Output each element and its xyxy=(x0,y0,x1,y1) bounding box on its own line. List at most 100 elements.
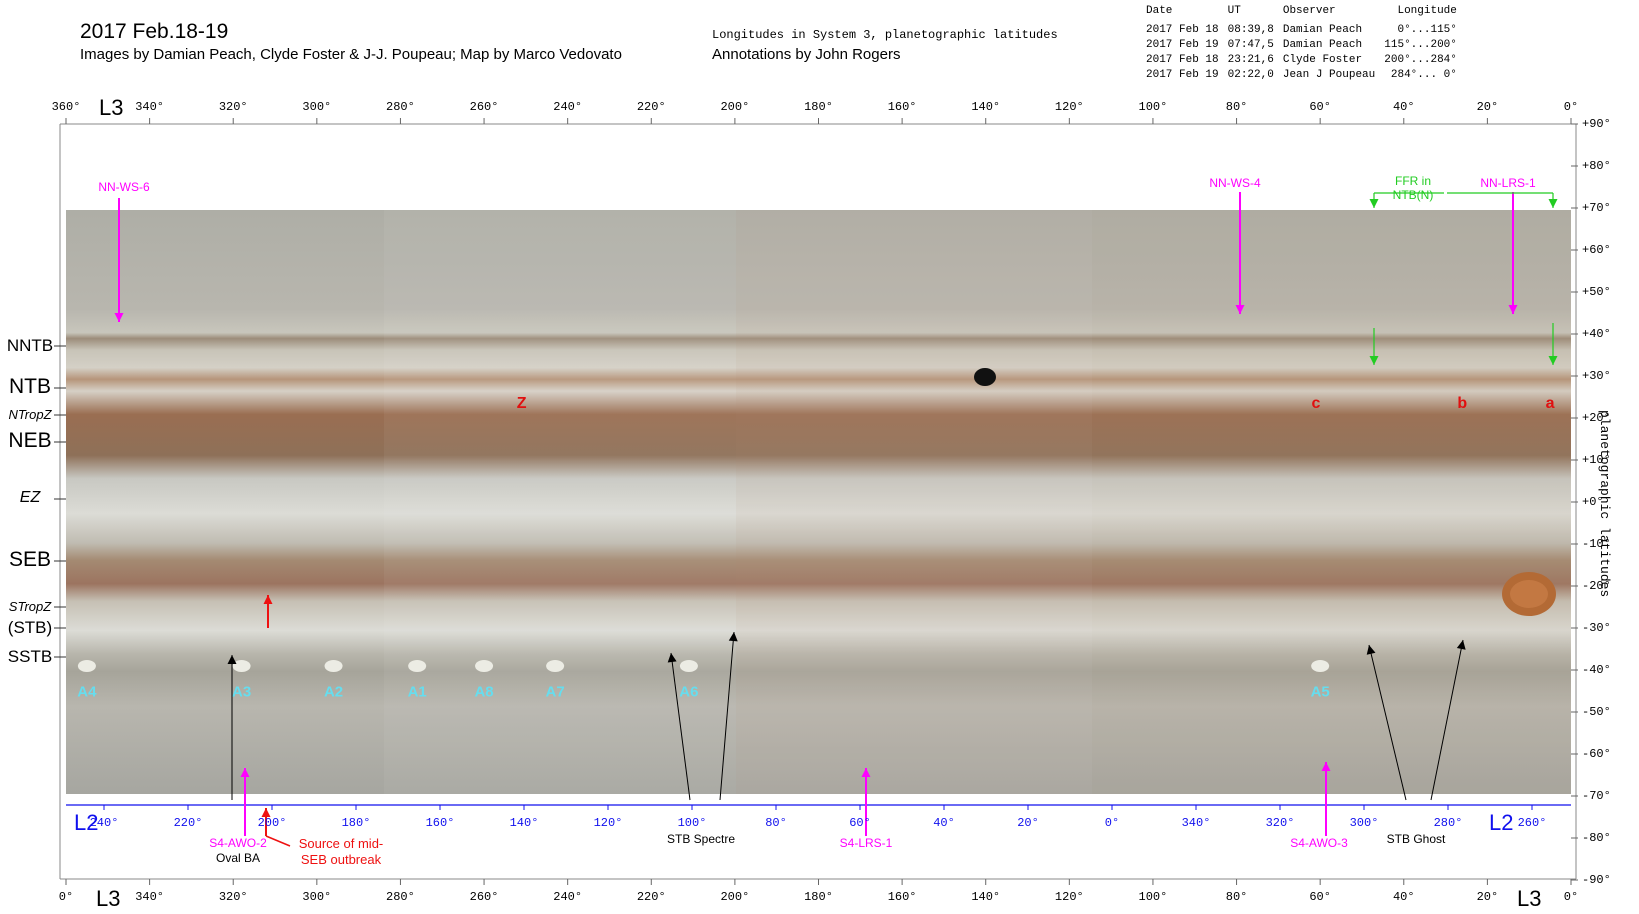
l3-tick-label: 240° xyxy=(553,100,583,114)
obs-date: 2017 Feb 18 xyxy=(1146,54,1219,66)
l3-tick-label: 180° xyxy=(804,890,833,904)
belt-label: SSTB xyxy=(7,646,53,666)
spot-label: A7 xyxy=(545,683,565,701)
system-note: Longitudes in System 3, planetographic l… xyxy=(712,28,1058,42)
l2-tick-label: 40° xyxy=(933,816,955,830)
annotation-arrow xyxy=(1321,762,1331,836)
l3-tick-label: 160° xyxy=(887,100,917,114)
feature-letter: c xyxy=(1311,395,1321,412)
spot-label: A5 xyxy=(1310,683,1330,701)
great-red-spot xyxy=(1502,572,1556,616)
annotation-arrows xyxy=(114,192,1558,847)
l2-tick-label: 60° xyxy=(849,816,871,830)
annotation-ffr: FFR in NTB(N) xyxy=(1392,174,1434,202)
annotation-arrow xyxy=(240,768,250,836)
latitude-tick-label: -60° xyxy=(1582,747,1611,761)
latitude-tick-label: -30° xyxy=(1582,621,1611,635)
col-observer: Observer xyxy=(1282,5,1336,17)
l3-tick-label: 340° xyxy=(135,890,165,904)
col-date: Date xyxy=(1146,5,1173,17)
l3-tick-label: 200° xyxy=(720,100,750,114)
latitude-tick-label: +60° xyxy=(1582,243,1611,257)
annotation-arrow xyxy=(719,631,738,801)
annotation-arrow xyxy=(1548,193,1558,208)
l3-tick-label: 280° xyxy=(386,890,415,904)
spot-ovals xyxy=(77,660,1330,672)
l2-tick-label: 340° xyxy=(1181,816,1211,830)
l3-tick-label: 340° xyxy=(135,100,165,114)
l2-tick-label: 100° xyxy=(677,816,707,830)
l2-tick-label: 280° xyxy=(1433,816,1463,830)
annotation-arrow xyxy=(261,808,271,836)
col-longitude: Longitude xyxy=(1397,5,1457,17)
spot-label: A2 xyxy=(323,683,344,701)
obs-observer: Clyde Foster xyxy=(1282,54,1363,66)
l3-bottom-label: L3 xyxy=(96,886,121,911)
obs-ut: 08:39,8 xyxy=(1227,24,1274,36)
obs-longitude: 200°...284° xyxy=(1384,54,1457,66)
map-panel-3 xyxy=(736,210,1092,794)
annotation-credit: Annotations by John Rogers xyxy=(712,46,901,63)
l3-tick-label: 320° xyxy=(218,100,248,114)
l3-tick-label: 40° xyxy=(1392,100,1415,114)
spot-oval xyxy=(475,660,494,672)
latitude-tick-label: -80° xyxy=(1582,831,1611,845)
l2-tick-label: 80° xyxy=(765,816,787,830)
annotation-arrow xyxy=(861,768,871,836)
map-frame xyxy=(54,118,1578,885)
l3-tick-label: 300° xyxy=(302,890,332,904)
latitude-tick-label: +80° xyxy=(1582,159,1611,173)
obs-observer: Damian Peach xyxy=(1282,39,1363,51)
l3-tick-label: 260° xyxy=(469,100,499,114)
latitude-tick-label: +90° xyxy=(1582,117,1611,131)
l3-tick-label: 80° xyxy=(1225,100,1248,114)
feature-letter: Z xyxy=(516,395,527,412)
annotation-nn-ws-4: NN-WS-4 xyxy=(1209,176,1261,190)
annotation-arrow xyxy=(1235,192,1245,314)
annotation-arrow xyxy=(1366,644,1407,801)
obs-date: 2017 Feb 19 xyxy=(1146,69,1219,81)
latitude-tick-label: -40° xyxy=(1582,663,1611,677)
spot-oval xyxy=(546,660,565,672)
annotation-arrow xyxy=(1369,193,1379,208)
l3-top-label: L3 xyxy=(99,95,124,120)
observation-header-row: Date UT Observer Longitude xyxy=(1146,4,1457,23)
spot-oval xyxy=(408,660,427,672)
l3-tick-label: 0° xyxy=(58,890,74,904)
l3-tick-label: 240° xyxy=(553,890,583,904)
l3-tick-label: 320° xyxy=(218,890,248,904)
l2-tick-label: 220° xyxy=(173,816,203,830)
observation-row: 2017 Feb 19 07:47,5 Damian Peach 115°...… xyxy=(1146,38,1457,53)
belt-label: SEB xyxy=(8,548,52,572)
belt-label: NEB xyxy=(8,429,52,453)
l3-tick-label: 40° xyxy=(1392,890,1415,904)
obs-longitude: 115°...200° xyxy=(1384,39,1457,51)
annotation-stb-ghost: STB Ghost xyxy=(1386,832,1446,846)
obs-observer: Damian Peach xyxy=(1282,24,1363,36)
spot-oval xyxy=(77,660,96,672)
annotation-source-outbreak: Source of mid- SEB outbreak xyxy=(298,836,384,867)
l3-tick-label: 260° xyxy=(469,890,499,904)
l3-tick-label: 300° xyxy=(302,100,332,114)
obs-longitude: 0°...115° xyxy=(1397,24,1457,36)
obs-observer: Jean J Poupeau xyxy=(1282,69,1376,81)
latitude-tick-label: +70° xyxy=(1582,201,1611,215)
latitude-tick-label: -50° xyxy=(1582,705,1611,719)
annotation-arrow xyxy=(227,655,237,800)
belt-label: NTB xyxy=(9,375,51,399)
belt-label: EZ xyxy=(19,489,41,507)
annotation-s4-awo-3: S4-AWO-3 xyxy=(1290,836,1348,850)
l3-tick-label: 80° xyxy=(1225,890,1248,904)
l2-tick-label: 180° xyxy=(341,816,371,830)
l2-tick-label: 0° xyxy=(1104,816,1120,830)
l3-tick-label: 140° xyxy=(971,890,1001,904)
belt-label: (STB) xyxy=(7,617,53,637)
l2-tick-label: 120° xyxy=(593,816,623,830)
latitude-tick-label: +40° xyxy=(1582,327,1611,341)
feature-letter: b xyxy=(1457,395,1468,412)
l2-tick-label: 260° xyxy=(1517,816,1547,830)
obs-date: 2017 Feb 19 xyxy=(1146,39,1219,51)
l3-tick-label: 20° xyxy=(1476,100,1499,114)
observation-table: Date UT Observer Longitude 2017 Feb 18 0… xyxy=(1146,4,1457,83)
latitude-tick-label: -20° xyxy=(1582,579,1611,593)
